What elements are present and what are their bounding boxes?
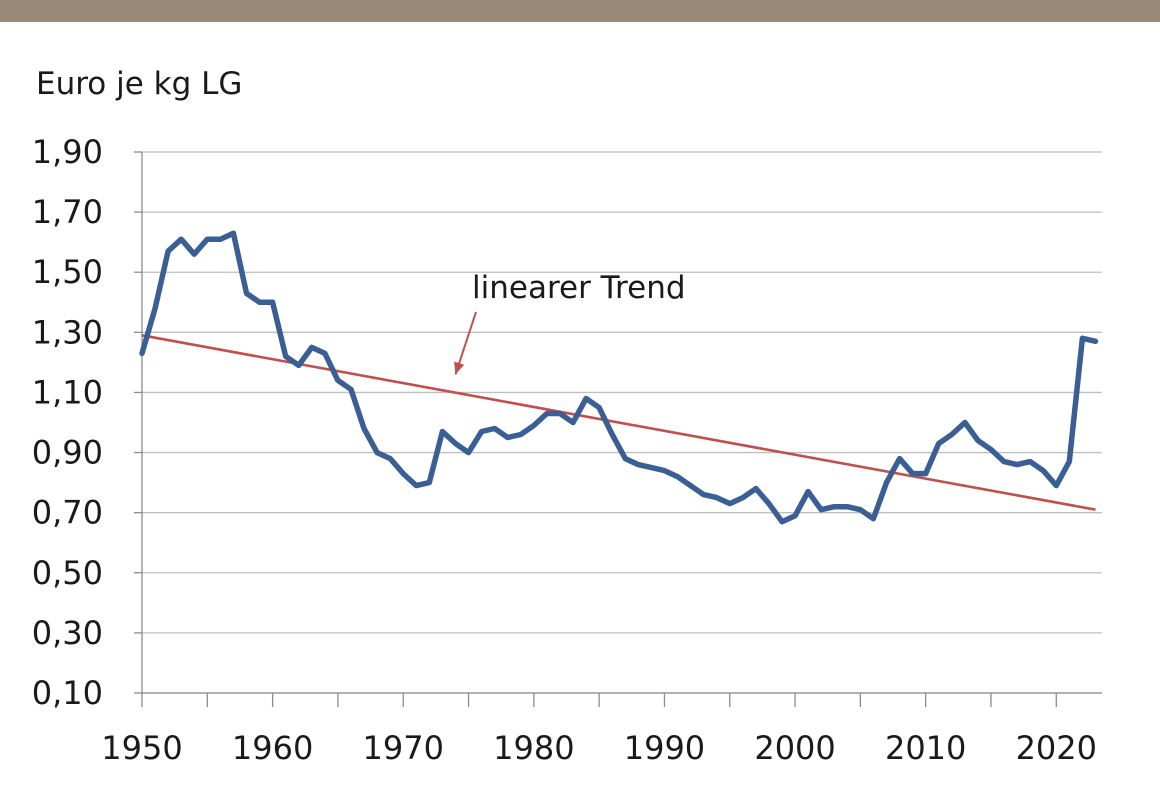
y-tick-label: 0,10: [32, 674, 103, 712]
y-tick-label: 1,90: [32, 133, 103, 171]
trend-annotation-label: linearer Trend: [472, 270, 686, 306]
x-tick-label: 2010: [885, 729, 966, 767]
header-bar: [0, 0, 1160, 22]
y-tick-label: 1,10: [32, 373, 103, 411]
y-tick-label: 1,70: [32, 193, 103, 231]
y-tick-label: 1,30: [32, 313, 103, 351]
x-tick-label: 2020: [1016, 729, 1097, 767]
y-tick-label: 0,50: [32, 554, 103, 592]
x-tick-label: 1990: [624, 729, 705, 767]
x-tick-label: 1970: [363, 729, 444, 767]
y-tick-label: 1,50: [32, 253, 103, 291]
y-tick-label: 0,70: [32, 494, 103, 532]
price-series-line: [139, 230, 1099, 525]
x-tick-label: 2000: [754, 729, 835, 767]
x-tick-label: 1950: [101, 729, 182, 767]
y-tick-label: 0,90: [32, 434, 103, 472]
annotation-arrowhead: [454, 361, 465, 375]
x-tick-label: 1960: [232, 729, 313, 767]
linear-trend-line: [141, 334, 1096, 511]
x-tick-label: 1980: [493, 729, 574, 767]
y-tick-label: 0,30: [32, 614, 103, 652]
y-axis-label: Euro je kg LG: [36, 66, 243, 102]
